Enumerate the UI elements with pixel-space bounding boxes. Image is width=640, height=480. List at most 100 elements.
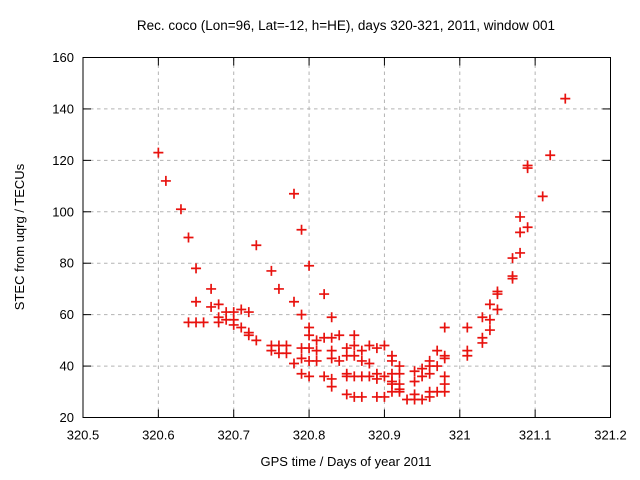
data-point-marker [160,175,171,186]
data-point-marker [484,299,495,310]
x-tick-label: 321.2 [594,428,627,443]
data-point-marker [379,371,390,382]
data-point-marker [515,227,526,238]
x-tick-label: 320.8 [293,428,326,443]
data-point-marker [462,322,473,333]
data-point-marker [326,353,337,364]
data-point-marker [236,304,247,315]
data-point-marker [364,358,375,369]
data-point-marker [266,265,277,276]
data-point-marker [515,247,526,258]
data-point-marker [379,340,390,351]
y-tick-label: 140 [52,101,74,116]
data-point-marker [364,340,375,351]
data-point-marker [289,188,299,199]
data-point-marker [492,289,503,300]
data-point-marker [213,317,224,328]
data-point-marker [281,348,292,359]
x-tick-label: 321.1 [519,428,552,443]
data-point-marker [326,381,337,392]
data-point-marker [522,222,533,233]
data-point-marker [213,299,224,310]
data-point-marker [341,389,352,400]
data-point-marker [386,355,397,366]
data-point-marker [319,289,330,300]
data-point-marker [515,211,526,222]
tick-labels: 320.5 320.6 320.7 320.8 320.9 321 321.1 321.2 20… [52,50,626,443]
data-point-marker [311,345,322,356]
plot-border [82,57,611,418]
data-point-marker [432,361,443,372]
y-axis-label: STEC from uqrg / TECUs [12,163,27,310]
data-point-marker [296,353,307,364]
data-point-marker [356,355,367,366]
data-point-marker [311,355,322,366]
x-tick-label: 321 [449,428,471,443]
data-point-marker [409,376,420,387]
data-point-marker [349,330,360,341]
y-tick-label: 120 [52,153,74,168]
data-point-marker [273,283,284,294]
data-point-marker [507,253,518,264]
data-point-marker [356,391,367,402]
data-point-marker [289,296,299,307]
data-point-marker [311,335,322,346]
data-point-marker [409,366,420,377]
data-point-marker [206,301,217,312]
data-point-marker [153,147,164,158]
x-tick-label: 320.5 [67,428,100,443]
data-point-marker [198,317,209,328]
data-point-marker [432,345,443,356]
data-point-marker [243,307,254,318]
data-point-marker [364,371,375,382]
data-point-marker [296,368,307,379]
data-point-marker [334,355,345,366]
data-point-marker [371,373,382,384]
data-point-marker [507,273,518,284]
data-point-marker [266,345,277,356]
data-point-marker [371,343,382,354]
data-point-marker [349,350,360,361]
data-point-marker [379,391,390,402]
data-point-marker [304,343,315,354]
data-point-marker [439,322,450,333]
data-point-marker [349,340,360,351]
data-point-marker [236,322,247,333]
data-point-marker [304,371,315,382]
data-point-marker [417,394,428,405]
data-point-marker [326,312,337,323]
data-point-marker [560,93,571,104]
grid-layer [83,57,611,418]
data-point-marker [484,314,495,325]
data-point-marker [522,163,533,174]
data-point-marker [243,330,254,341]
data-point-marker [356,345,367,356]
y-tick-label: 80 [60,256,74,271]
data-point-marker [492,304,503,315]
data-point-marker [289,358,299,369]
data-point-marker [228,319,239,330]
data-point-marker [334,330,345,341]
x-tick-label: 320.7 [217,428,250,443]
data-point-marker [477,337,488,348]
data-point-marker [545,150,556,161]
plot-frame [82,57,611,418]
y-tick-label: 60 [60,307,74,322]
data-point-marker [484,325,495,336]
data-point-marker [251,335,262,346]
data-point-marker [304,260,315,271]
x-axis-label: GPS time / Days of year 2011 [261,454,432,469]
data-point-marker [477,312,488,323]
data-point-marker [191,296,202,307]
data-point-marker [439,353,450,364]
y-tick-label: 40 [60,359,74,374]
data-point-marker [439,386,450,397]
data-point-marker [251,240,262,251]
data-point-marker [319,371,330,382]
data-point-marker [537,191,548,202]
data-point-marker [296,309,307,320]
y-tick-label: 160 [52,50,74,65]
data-point-marker [326,332,337,343]
chart-title: Rec. coco (Lon=96, Lat=-12, h=HE), days … [137,18,555,33]
